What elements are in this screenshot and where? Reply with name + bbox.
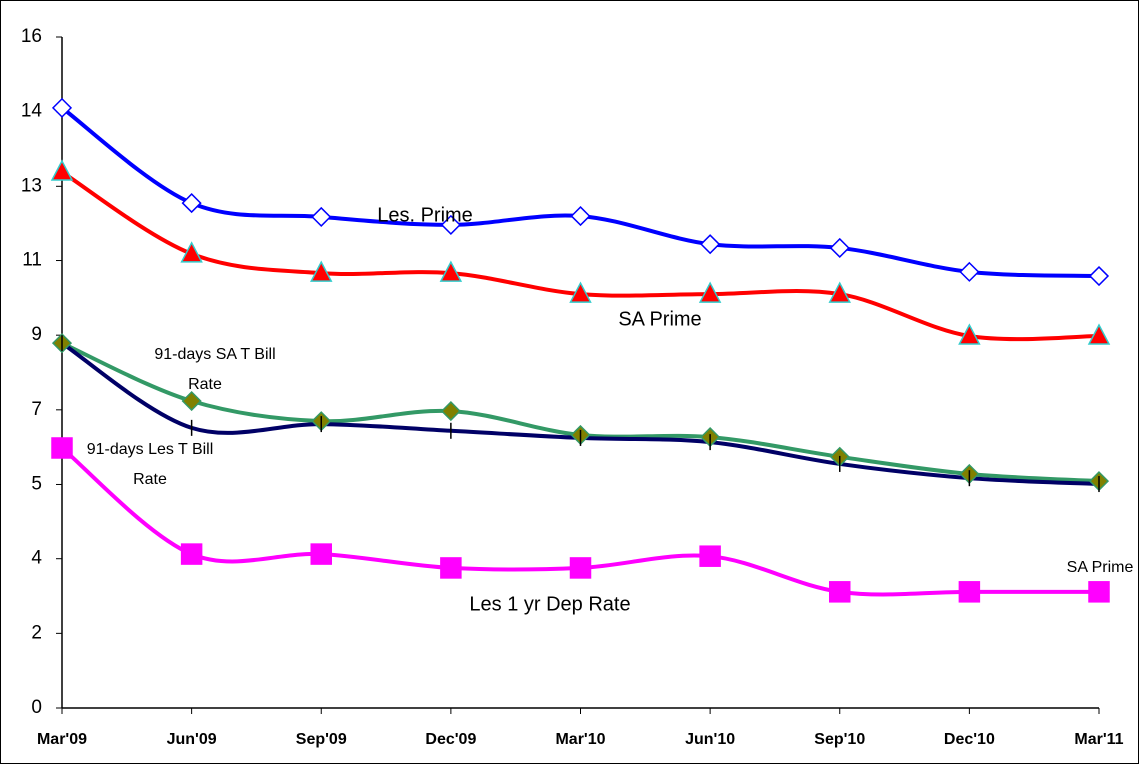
marker	[1088, 265, 1110, 287]
marker	[50, 159, 74, 181]
y-tick-label: 14	[21, 101, 43, 122]
marker	[829, 581, 851, 603]
marker	[439, 260, 463, 282]
x-tick-label: Sep'09	[296, 731, 347, 748]
marker	[1088, 581, 1110, 603]
marker	[569, 557, 592, 579]
y-tick-label: 0	[31, 697, 42, 718]
y-tick-label: 4	[31, 548, 42, 569]
y-tick-label: 5	[31, 473, 42, 494]
marker	[828, 281, 851, 303]
y-tick-label: 7	[31, 399, 42, 420]
annotation: Rate	[188, 376, 222, 393]
annotation: 91-days Les T Bill	[87, 441, 214, 458]
marker	[180, 241, 203, 263]
y-tick-label: 13	[21, 175, 42, 196]
marker	[311, 206, 332, 227]
marker	[440, 214, 461, 235]
annotation: Rate	[133, 471, 167, 488]
marker	[958, 581, 981, 603]
marker	[181, 193, 202, 214]
marker	[698, 281, 722, 303]
marker	[310, 543, 332, 565]
marker	[958, 323, 981, 345]
y-tick-label: 2	[31, 622, 42, 643]
marker	[959, 261, 980, 282]
x-tick-label: Jun'09	[167, 731, 217, 748]
y-tick-label: 16	[21, 26, 42, 47]
marker	[829, 237, 850, 259]
marker	[700, 234, 721, 255]
annotation: Les 1 yr Dep Rate	[469, 593, 630, 615]
marker	[180, 543, 203, 565]
x-tick-label: Mar'09	[37, 731, 87, 748]
marker	[181, 390, 202, 412]
x-tick-label: Mar'10	[555, 731, 605, 748]
x-tick-label: Jun'10	[685, 731, 735, 748]
y-tick-label: 9	[31, 324, 42, 345]
marker	[440, 401, 461, 422]
y-tick-label: 11	[22, 250, 42, 271]
marker	[1087, 323, 1111, 345]
marker	[569, 281, 592, 303]
annotation: SA Prime	[1067, 559, 1134, 576]
marker	[51, 437, 73, 459]
annotation: SA Prime	[618, 308, 701, 330]
x-tick-label: Dec'10	[944, 731, 995, 748]
marker	[51, 97, 73, 118]
x-tick-label: Dec'09	[425, 731, 476, 748]
annotation: 91-days SA T Bill	[154, 346, 275, 363]
marker	[440, 557, 462, 579]
x-tick-label: Mar'11	[1074, 731, 1123, 748]
x-tick-label: Sep'10	[814, 731, 865, 748]
marker	[310, 260, 333, 282]
marker	[699, 545, 721, 567]
annotation: Les. Prime	[377, 204, 473, 226]
marker	[570, 206, 591, 227]
